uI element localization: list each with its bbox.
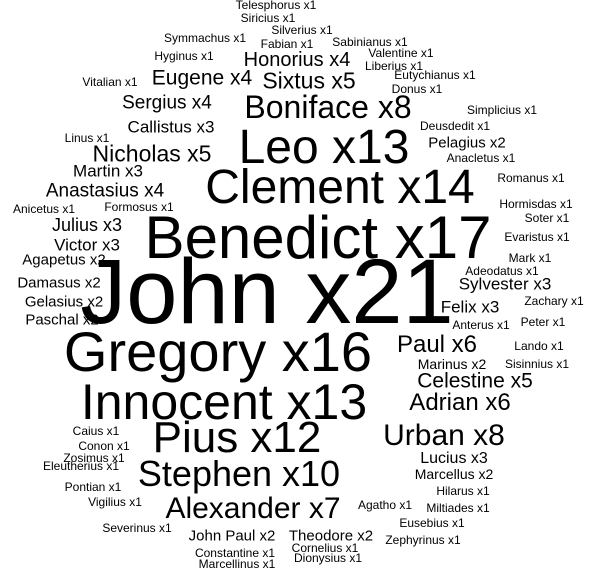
cloud-word: Callistus x3 [127, 117, 215, 137]
cloud-word: Dionysius x1 [293, 551, 363, 565]
cloud-word: Victor x3 [54, 235, 120, 255]
cloud-word: Celestine x5 [417, 369, 533, 393]
cloud-word: Vitalian x1 [82, 75, 138, 89]
cloud-word: Zachary x1 [524, 294, 584, 308]
cloud-word: Pontian x1 [64, 480, 122, 494]
cloud-word: Zosimus x1 [63, 451, 125, 465]
cloud-word: Mark x1 [508, 251, 552, 265]
cloud-word: Eugene x4 [151, 66, 253, 90]
cloud-word: Stephen x10 [137, 453, 341, 494]
cloud-word: Agatho x1 [357, 498, 413, 512]
cloud-word: John Paul x2 [188, 527, 276, 545]
cloud-word: Marinus x2 [417, 356, 487, 372]
cloud-word: Liberius x1 [364, 59, 424, 73]
cloud-word: Miltiades x1 [426, 501, 490, 515]
cloud-word: Eutychianus x1 [394, 68, 476, 82]
cloud-word: Hyginus x1 [154, 49, 214, 63]
cloud-word: Honorius x4 [243, 49, 351, 71]
cloud-word: Adrian x6 [409, 389, 511, 416]
cloud-word: Hormisdas x1 [499, 197, 573, 211]
cloud-word: Romanus x1 [497, 171, 565, 185]
cloud-word: Symmachus x1 [163, 31, 247, 45]
cloud-word: Evaristus x1 [504, 230, 570, 244]
cloud-word: Martin x3 [73, 161, 143, 181]
cloud-word: Julius x3 [51, 215, 123, 235]
cloud-word: Peter x1 [520, 315, 566, 329]
cloud-word: Marcellus x2 [414, 466, 494, 482]
cloud-word: Boniface x8 [244, 89, 412, 125]
cloud-word: Anacletus x1 [446, 151, 516, 165]
cloud-word: Vigilius x1 [88, 495, 142, 509]
cloud-word: Theodore x2 [288, 527, 374, 545]
cloud-word: Caius x1 [72, 424, 120, 438]
cloud-word: Benedict x17 [144, 204, 492, 271]
cloud-word: Sisinnius x1 [504, 357, 570, 371]
cloud-word: Adeodatus x1 [465, 264, 539, 278]
cloud-word: Zephyrinus x1 [385, 533, 461, 547]
cloud-word: Sylvester x3 [458, 274, 552, 294]
cloud-word: Linus x1 [64, 131, 110, 145]
cloud-word: Marcellinus x1 [198, 557, 276, 570]
cloud-word: Sixtus x5 [262, 67, 356, 94]
cloud-word: Eusebius x1 [399, 516, 465, 530]
cloud-word: Donus x1 [391, 82, 443, 96]
cloud-word: Anterus x1 [452, 318, 510, 332]
cloud-word: Constantine x1 [194, 546, 276, 560]
cloud-word: Nicholas x5 [92, 140, 212, 167]
cloud-word: Fabian x1 [260, 37, 314, 51]
cloud-word: Formosus x1 [104, 200, 174, 214]
cloud-word: Agapetus x2 [22, 251, 106, 269]
cloud-word: Sergius x4 [122, 92, 212, 114]
cloud-word: John x21 [80, 241, 454, 343]
cloud-word: Deusdedit x1 [419, 119, 491, 133]
cloud-word: Hilarus x1 [436, 484, 490, 498]
cloud-word: Conon x1 [78, 439, 130, 453]
cloud-word: Damasus x2 [17, 274, 101, 292]
cloud-word: Innocent x13 [80, 374, 368, 430]
cloud-word: Siricius x1 [240, 11, 296, 25]
cloud-word: Soter x1 [524, 211, 570, 225]
cloud-word: Simplicius x1 [466, 103, 538, 117]
cloud-word: Pius x12 [152, 413, 322, 462]
cloud-word: Lucius x3 [420, 450, 488, 467]
cloud-word: Anicetus x1 [12, 202, 76, 216]
cloud-word: Urban x8 [383, 419, 505, 452]
cloud-word: Eleutherius x1 [42, 459, 120, 473]
cloud-word: Felix x3 [440, 297, 500, 317]
cloud-word: Sabinianus x1 [332, 35, 408, 49]
cloud-word: Silverius x1 [271, 23, 333, 37]
cloud-word: Clement x14 [205, 161, 475, 214]
cloud-word: Anastasius x4 [45, 180, 165, 202]
cloud-word: Telesphorus x1 [235, 0, 317, 12]
cloud-word: Lando x1 [514, 339, 564, 353]
cloud-word: Gregory x16 [63, 320, 373, 383]
cloud-word: Paschal x2 [25, 311, 99, 329]
cloud-word: Alexander x7 [165, 492, 341, 525]
cloud-word: Paul x6 [396, 331, 478, 358]
cloud-word: Leo x13 [238, 121, 410, 174]
cloud-word: Gelasius x2 [24, 293, 104, 311]
cloud-word: Pelagius x2 [428, 134, 506, 152]
cloud-word: Cornelius x1 [291, 541, 359, 555]
cloud-word: Severinus x1 [102, 521, 172, 535]
cloud-word: Valentine x1 [368, 46, 434, 60]
